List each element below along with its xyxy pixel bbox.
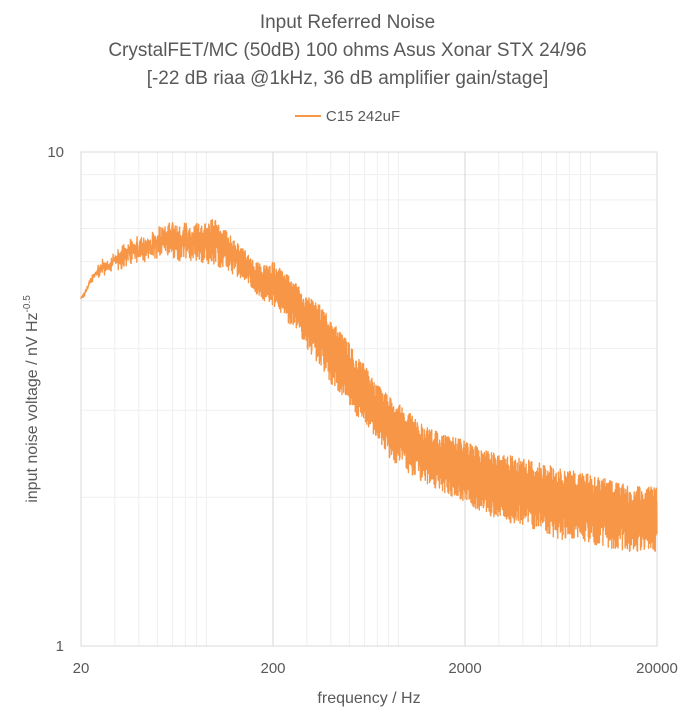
y-axis-label-main: input noise voltage / nV Hz [24,312,41,502]
series-line-c15-242uf [80,219,658,552]
x-tick-label: 20000 [636,660,678,677]
x-axis-label: frequency / Hz [317,690,420,707]
y-tick-label: 1 [56,638,64,655]
y-tick-label: 10 [47,144,64,161]
tick-labels: 20 200 2000 20000 1 10 [47,144,678,677]
x-tick-label: 200 [260,660,285,677]
plot-border [80,151,658,647]
x-tick-label: 20 [73,660,90,677]
chart-title-line-3: [-22 dB riaa @1kHz, 36 dB amplifier gain… [146,68,549,89]
grid-major [80,151,658,647]
series-layer [80,219,658,552]
chart-title-line-2: CrystalFET/MC (50dB) 100 ohms Asus Xonar… [108,40,587,61]
x-tick-label: 2000 [448,660,481,677]
chart-title-line-1: Input Referred Noise [259,12,436,33]
y-axis-label: input noise voltage / nV Hz-0.5 [22,295,41,503]
legend-swatch [294,115,321,118]
y-axis-label-exponent: -0.5 [22,295,33,313]
legend: C15 242uF [0,108,695,125]
legend-label: C15 242uF [325,108,401,125]
